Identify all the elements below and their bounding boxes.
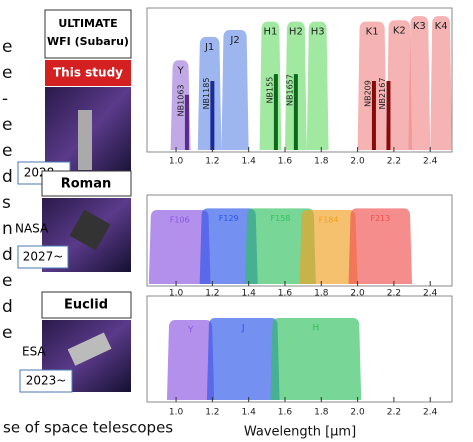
year: 2027~ — [23, 250, 64, 264]
text-fragment: d — [2, 167, 13, 187]
filter-label: F213 — [370, 214, 390, 223]
text-fragment: e — [2, 141, 12, 161]
filter-label: F158 — [271, 214, 291, 223]
narrow-band — [386, 81, 390, 150]
x-tick-label: 1.6 — [278, 408, 293, 418]
x-tick-label: 2.2 — [387, 408, 401, 418]
text-fragment: s — [2, 193, 11, 213]
x-tick-label: 1.4 — [242, 408, 257, 418]
narrow-band — [210, 81, 214, 150]
text-fragment: d — [2, 297, 13, 317]
x-tick-label: 2.2 — [387, 157, 401, 167]
narrow-band — [274, 74, 278, 150]
x-tick-label: 1.8 — [314, 157, 329, 167]
narrow-band-label: NB1657 — [285, 74, 294, 106]
filter-label: F106 — [170, 216, 190, 225]
tag: This study — [53, 66, 123, 80]
filter-label: H1 — [264, 27, 278, 38]
text-fragment: d — [2, 245, 13, 265]
filter-label: F129 — [219, 214, 239, 223]
narrow-band — [185, 95, 189, 150]
telescope-image — [78, 110, 92, 170]
x-tick-label: 1.2 — [205, 408, 219, 418]
text-fragment: e — [2, 63, 12, 83]
text-fragment: n — [2, 219, 13, 239]
narrow-band-label: NB1063 — [176, 84, 185, 116]
filter-label: H3 — [311, 27, 325, 38]
filter-label: H2 — [289, 27, 303, 38]
filter-label: K2 — [393, 25, 406, 36]
filter-band — [307, 22, 329, 150]
narrow-band — [372, 81, 376, 150]
filter-label: J1 — [204, 42, 214, 53]
filter-label: Y — [177, 65, 185, 76]
text-fragment: - — [2, 89, 8, 109]
narrow-band-label: NB209 — [363, 80, 372, 107]
x-tick-label: 1.0 — [169, 157, 184, 167]
filter-label: K4 — [435, 21, 448, 32]
figure: ULTIMATE WFI (Subaru) This study 2028~ R… — [0, 0, 473, 442]
telescope-name: ULTIMATE — [58, 17, 117, 30]
x-tick-label: 1.6 — [278, 157, 293, 167]
year: 2023~ — [26, 374, 67, 388]
x-axis-label: Wavelength [µm] — [244, 425, 356, 440]
x-tick-label: 2.4 — [423, 408, 438, 418]
filter-band — [221, 30, 248, 150]
filter-label: K3 — [413, 21, 426, 32]
narrow-band — [294, 74, 298, 150]
text-fragment: e — [2, 271, 12, 291]
narrow-band-label: NB2167 — [378, 78, 387, 110]
narrow-band-label: NB1185 — [202, 78, 211, 110]
telescope-name: Roman — [61, 177, 112, 192]
filter-label: J — [241, 324, 245, 334]
telescope-name: WFI (Subaru) — [47, 35, 129, 48]
filter-band — [408, 16, 430, 150]
x-tick-label: 2.4 — [423, 157, 438, 167]
filter-band — [430, 16, 452, 150]
x-tick-label: 1.0 — [169, 408, 184, 418]
x-tick-label: 1.2 — [205, 157, 219, 167]
text-fragment: e — [2, 115, 12, 135]
filter-label: H — [312, 324, 319, 334]
x-tick-label: 1.8 — [314, 408, 329, 418]
caption: se of space telescopes — [3, 419, 173, 437]
filter-label: F184 — [319, 216, 339, 225]
agency: ESA — [22, 345, 46, 359]
filter-label: K1 — [366, 27, 379, 38]
filter-label: J2 — [229, 35, 239, 46]
narrow-band-label: NB155 — [265, 77, 274, 104]
agency: NASA — [15, 222, 49, 236]
text-fragment: e — [2, 37, 12, 57]
x-tick-label: 2.0 — [350, 157, 365, 167]
x-tick-label: 1.4 — [242, 157, 257, 167]
filter-label: Y — [187, 326, 194, 336]
telescope-name: Euclid — [64, 298, 108, 313]
x-tick-label: 2.0 — [350, 408, 365, 418]
text-fragment: e — [2, 323, 12, 343]
